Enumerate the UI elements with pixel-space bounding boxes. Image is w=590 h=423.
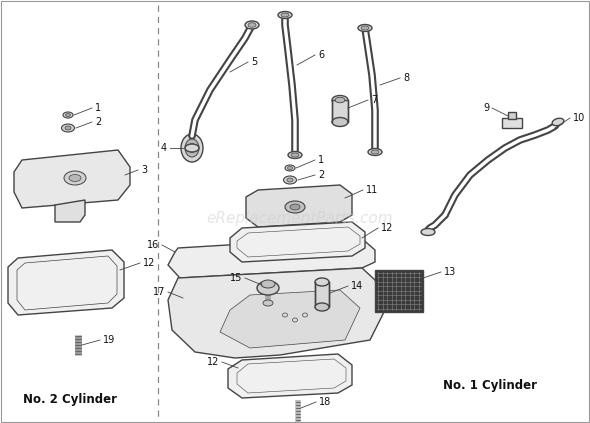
Ellipse shape — [368, 148, 382, 156]
Polygon shape — [55, 200, 85, 222]
Ellipse shape — [290, 204, 300, 210]
Text: 19: 19 — [103, 335, 115, 345]
Ellipse shape — [278, 11, 292, 19]
Text: 14: 14 — [351, 281, 363, 291]
Ellipse shape — [287, 167, 293, 170]
Ellipse shape — [332, 96, 348, 104]
Ellipse shape — [371, 150, 379, 154]
Text: 4: 4 — [161, 143, 167, 153]
Ellipse shape — [421, 228, 435, 236]
Ellipse shape — [69, 175, 81, 181]
Ellipse shape — [185, 139, 199, 157]
Text: 13: 13 — [444, 267, 456, 277]
Text: 2: 2 — [318, 170, 325, 180]
Polygon shape — [228, 354, 352, 398]
Text: 1: 1 — [95, 103, 101, 113]
Text: 12: 12 — [381, 223, 394, 233]
Bar — [315, 282, 329, 307]
Text: 5: 5 — [251, 57, 257, 67]
Text: eReplacementParts.com: eReplacementParts.com — [206, 211, 394, 225]
Text: 16: 16 — [147, 240, 159, 250]
Ellipse shape — [263, 300, 273, 306]
Text: 8: 8 — [403, 73, 409, 83]
Bar — [375, 270, 423, 312]
Text: 7: 7 — [371, 95, 377, 105]
Polygon shape — [8, 250, 124, 315]
Ellipse shape — [315, 278, 329, 286]
Text: 11: 11 — [366, 185, 378, 195]
Ellipse shape — [552, 118, 564, 126]
Text: No. 2 Cylinder: No. 2 Cylinder — [23, 393, 117, 407]
Ellipse shape — [315, 303, 329, 311]
Ellipse shape — [335, 97, 345, 103]
Text: No. 1 Cylinder: No. 1 Cylinder — [443, 379, 537, 392]
Ellipse shape — [64, 171, 86, 185]
Polygon shape — [230, 222, 365, 262]
Ellipse shape — [288, 151, 302, 159]
Ellipse shape — [188, 143, 195, 153]
Text: 1: 1 — [318, 155, 324, 165]
Ellipse shape — [358, 25, 372, 31]
Ellipse shape — [185, 144, 199, 152]
Ellipse shape — [285, 201, 305, 213]
Ellipse shape — [257, 281, 279, 295]
Ellipse shape — [332, 118, 348, 126]
Polygon shape — [220, 290, 360, 348]
Text: 3: 3 — [141, 165, 147, 175]
Text: 18: 18 — [319, 397, 331, 407]
Polygon shape — [14, 150, 130, 208]
Polygon shape — [246, 185, 352, 227]
Ellipse shape — [245, 21, 259, 29]
Ellipse shape — [65, 126, 71, 130]
Ellipse shape — [287, 178, 293, 182]
Ellipse shape — [281, 13, 289, 17]
Polygon shape — [168, 237, 375, 278]
Text: 6: 6 — [318, 50, 324, 60]
Text: 9: 9 — [483, 103, 489, 113]
Ellipse shape — [65, 113, 70, 116]
Ellipse shape — [284, 176, 297, 184]
Ellipse shape — [61, 124, 74, 132]
Ellipse shape — [248, 23, 256, 27]
Bar — [332, 100, 348, 122]
Text: 17: 17 — [153, 287, 165, 297]
Ellipse shape — [291, 153, 299, 157]
Ellipse shape — [285, 165, 295, 171]
Text: 10: 10 — [573, 113, 585, 123]
Text: 2: 2 — [95, 117, 101, 127]
Bar — [508, 112, 516, 119]
Text: 15: 15 — [230, 273, 242, 283]
Polygon shape — [168, 268, 385, 358]
Ellipse shape — [181, 134, 203, 162]
Ellipse shape — [361, 26, 369, 30]
Ellipse shape — [63, 112, 73, 118]
Ellipse shape — [261, 280, 275, 288]
Text: 12: 12 — [206, 357, 219, 367]
Text: 12: 12 — [143, 258, 155, 268]
Bar — [502, 118, 522, 128]
